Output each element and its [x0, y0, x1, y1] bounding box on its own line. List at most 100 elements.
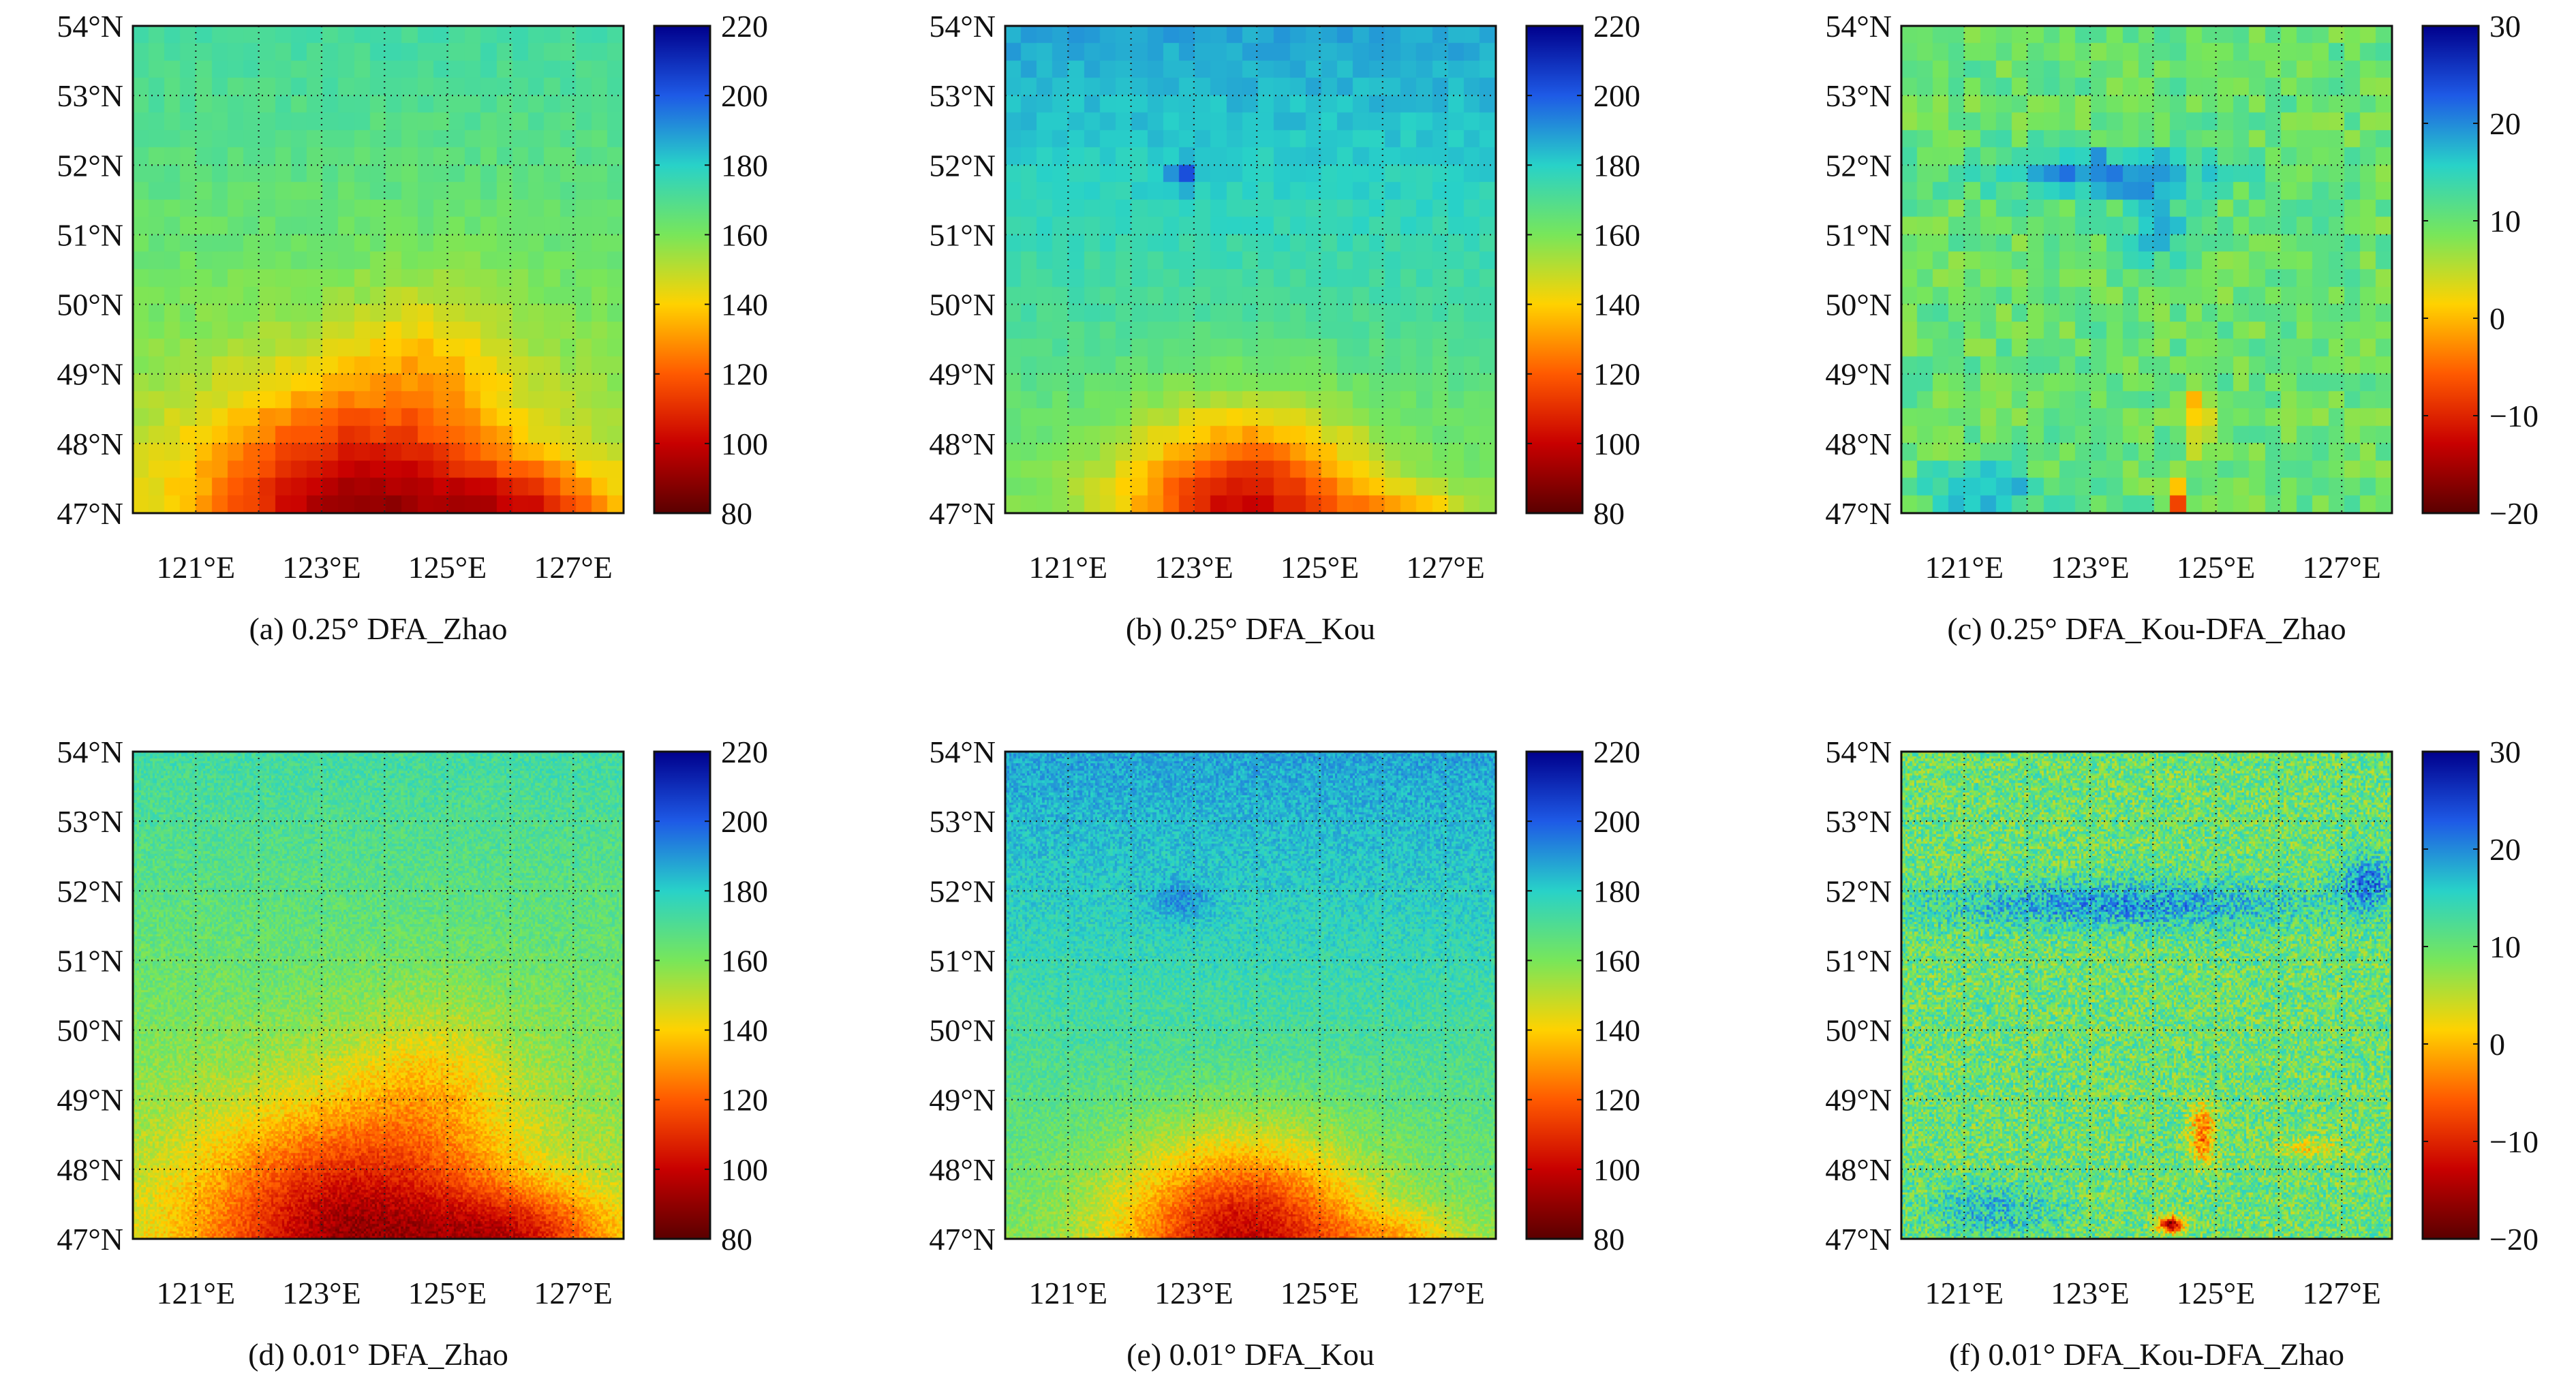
y-tick-label-b-4: 51°N: [929, 217, 996, 252]
colorbar-b: [1525, 25, 1584, 514]
panel-c: 47°N 48°N 49°N 50°N 51°N 52°N 53°N 54°N 121°E 123…: [1825, 9, 2539, 646]
colorbar-label-d-3: 140: [721, 1013, 768, 1048]
y-tick-label-a-0: 47°N: [57, 496, 123, 531]
y-tick-label-f-6: 53°N: [1825, 804, 1892, 839]
y-tick-label-d-4: 51°N: [57, 943, 123, 978]
heatmap-a: [133, 26, 624, 513]
caption-e: (e) 0.01° DFA_Kou: [1126, 1337, 1375, 1372]
heatmap-e: [1005, 752, 1496, 1239]
x-tick-label-c-1: 123°E: [2051, 550, 2130, 585]
y-tick-label-a-4: 51°N: [57, 217, 123, 252]
panel-b: 47°N 48°N 49°N 50°N 51°N 52°N 53°N 54°N 121°E 123…: [929, 9, 1640, 646]
y-tick-label-c-1: 48°N: [1825, 427, 1892, 461]
y-tick-label-f-2: 49°N: [1825, 1083, 1892, 1118]
colorbar-label-e-7: 220: [1593, 735, 1640, 769]
y-tick-label-e-6: 53°N: [929, 804, 996, 839]
x-tick-label-e-1: 123°E: [1154, 1276, 1233, 1310]
y-tick-label-e-1: 48°N: [929, 1152, 996, 1187]
y-tick-label-e-5: 52°N: [929, 874, 996, 908]
colorbar-label-b-1: 100: [1593, 427, 1640, 461]
y-tick-label-b-0: 47°N: [929, 496, 996, 531]
colorbar-a: [653, 25, 711, 514]
map-frame-c: [1900, 25, 2393, 514]
y-tick-label-c-0: 47°N: [1825, 496, 1892, 531]
colorbar-label-e-6: 200: [1593, 804, 1640, 839]
colorbar-label-f-4: 20: [2489, 832, 2521, 867]
x-tick-label-f-2: 125°E: [2177, 1276, 2256, 1310]
caption-f: (f) 0.01° DFA_Kou-DFA_Zhao: [1949, 1337, 2344, 1372]
colorbar-e: [1525, 750, 1584, 1240]
y-tick-label-c-5: 52°N: [1825, 148, 1892, 183]
colorbar-label-c-3: 10: [2489, 204, 2521, 239]
y-tick-label-d-2: 49°N: [57, 1083, 123, 1118]
colorbar-label-a-6: 200: [721, 78, 768, 113]
caption-c: (c) 0.25° DFA_Kou-DFA_Zhao: [1947, 611, 2346, 646]
map-frame-e: [1004, 750, 1497, 1240]
colorbar-label-b-5: 180: [1593, 148, 1640, 183]
colorbar-label-a-5: 180: [721, 148, 768, 183]
map-frame-a: [132, 25, 625, 514]
colorbar-label-b-2: 120: [1593, 357, 1640, 392]
colorbar-label-e-2: 120: [1593, 1083, 1640, 1118]
colorbar-label-b-3: 140: [1593, 288, 1640, 322]
colorbar-label-e-4: 160: [1593, 943, 1640, 978]
colorbar-label-c-2: 0: [2489, 301, 2505, 336]
x-tick-label-b-0: 121°E: [1029, 550, 1108, 585]
y-tick-label-e-7: 54°N: [929, 735, 996, 769]
colorbar-label-c-5: 30: [2489, 9, 2521, 44]
y-tick-label-d-6: 53°N: [57, 804, 123, 839]
x-tick-label-b-3: 127°E: [1406, 550, 1485, 585]
y-tick-label-b-5: 52°N: [929, 148, 996, 183]
y-tick-label-f-4: 51°N: [1825, 943, 1892, 978]
colorbar-label-c-1: −10: [2489, 399, 2539, 433]
map-frame-f: [1900, 750, 2393, 1240]
x-tick-label-c-2: 125°E: [2177, 550, 2256, 585]
x-tick-label-d-0: 121°E: [157, 1276, 236, 1310]
caption-b: (b) 0.25° DFA_Kou: [1126, 611, 1375, 646]
y-tick-label-f-1: 48°N: [1825, 1152, 1892, 1187]
y-tick-label-a-5: 52°N: [57, 148, 123, 183]
colorbar-label-a-1: 100: [721, 427, 768, 461]
y-tick-label-f-7: 54°N: [1825, 735, 1892, 769]
y-tick-label-a-6: 53°N: [57, 78, 123, 113]
caption-d: (d) 0.01° DFA_Zhao: [248, 1337, 508, 1372]
x-tick-label-f-3: 127°E: [2302, 1276, 2381, 1310]
colorbar-label-f-1: −10: [2489, 1124, 2539, 1159]
y-tick-label-c-2: 49°N: [1825, 357, 1892, 392]
y-tick-label-b-6: 53°N: [929, 78, 996, 113]
y-tick-label-f-5: 52°N: [1825, 874, 1892, 908]
y-tick-label-c-7: 54°N: [1825, 9, 1892, 44]
y-tick-label-f-0: 47°N: [1825, 1222, 1892, 1257]
colorbar-label-c-0: −20: [2489, 496, 2539, 531]
y-tick-label-e-2: 49°N: [929, 1083, 996, 1118]
y-tick-label-d-1: 48°N: [57, 1152, 123, 1187]
colorbar-label-e-5: 180: [1593, 874, 1640, 908]
y-tick-label-e-3: 50°N: [929, 1013, 996, 1048]
colorbar-label-b-7: 220: [1593, 9, 1640, 44]
y-tick-label-d-3: 50°N: [57, 1013, 123, 1048]
colorbar-label-d-2: 120: [721, 1083, 768, 1118]
map-frame-b: [1004, 25, 1497, 514]
x-tick-label-a-0: 121°E: [157, 550, 236, 585]
colorbar-label-a-2: 120: [721, 357, 768, 392]
colorbar-label-d-6: 200: [721, 804, 768, 839]
colorbar-f: [2421, 750, 2480, 1240]
x-tick-label-d-3: 127°E: [534, 1276, 613, 1310]
panel-e: 47°N 48°N 49°N 50°N 51°N 52°N 53°N 54°N 121°E 123…: [929, 735, 1640, 1372]
colorbar-label-b-0: 80: [1593, 496, 1625, 531]
colorbar-label-a-0: 80: [721, 496, 752, 531]
y-tick-label-a-1: 48°N: [57, 427, 123, 461]
colorbar-label-a-3: 140: [721, 288, 768, 322]
x-tick-label-d-2: 125°E: [408, 1276, 487, 1310]
colorbar-label-d-1: 100: [721, 1152, 768, 1187]
colorbar-label-f-5: 30: [2489, 735, 2521, 769]
heatmap-d: [133, 752, 624, 1239]
y-tick-label-d-7: 54°N: [57, 735, 123, 769]
y-tick-label-b-1: 48°N: [929, 427, 996, 461]
panel-a: 47°N 48°N 49°N 50°N 51°N 52°N 53°N 54°N 121°E 123…: [57, 9, 768, 646]
x-tick-label-c-0: 121°E: [1925, 550, 2004, 585]
x-tick-label-e-3: 127°E: [1406, 1276, 1485, 1310]
y-tick-label-b-3: 50°N: [929, 288, 996, 322]
